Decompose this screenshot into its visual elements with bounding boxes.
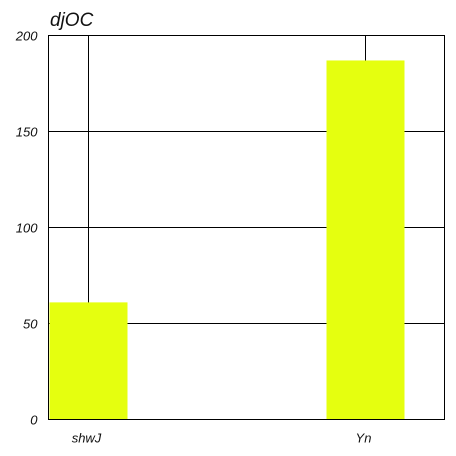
tick-labels: 0 50 100 150 200 shwJ Yn bbox=[15, 29, 372, 446]
bars bbox=[49, 60, 405, 420]
bar-Yn bbox=[326, 60, 405, 420]
x-tick-label: Yn bbox=[356, 431, 372, 446]
y-tick-label: 200 bbox=[15, 29, 38, 44]
y-tick-label: 0 bbox=[30, 413, 38, 428]
y-tick-label: 100 bbox=[16, 221, 38, 236]
x-tick-label: shwJ bbox=[72, 431, 102, 446]
plot-frame bbox=[48, 35, 445, 420]
y-tick-label: 150 bbox=[16, 125, 38, 140]
bar-shwJ bbox=[49, 302, 128, 420]
chart-title: djOC bbox=[50, 10, 94, 31]
y-tick-label: 50 bbox=[23, 317, 38, 332]
